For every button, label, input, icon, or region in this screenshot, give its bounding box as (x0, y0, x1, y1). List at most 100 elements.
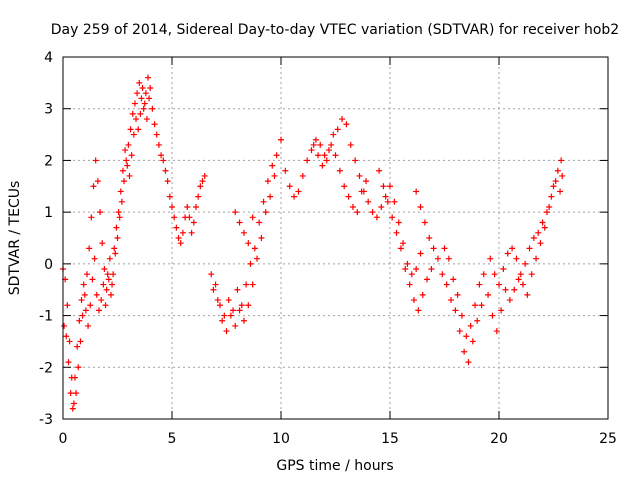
data-point (469, 338, 476, 345)
data-point (339, 116, 346, 123)
data-point (201, 172, 208, 179)
data-point (100, 281, 107, 288)
data-point (517, 271, 524, 278)
data-point (136, 79, 143, 86)
data-point (171, 214, 178, 221)
data-point (112, 250, 119, 257)
data-point (441, 245, 448, 252)
data-point (83, 271, 90, 278)
data-point (269, 162, 276, 169)
data-point (243, 281, 250, 288)
data-point (190, 219, 197, 226)
data-point (110, 271, 117, 278)
data-point (552, 178, 559, 185)
data-point (387, 183, 393, 190)
data-point (413, 188, 420, 195)
data-point (175, 235, 182, 241)
data-point (522, 260, 529, 267)
data-point (134, 90, 141, 97)
data-point (456, 328, 463, 335)
data-point (511, 286, 518, 293)
data-point (491, 271, 498, 278)
data-point (445, 255, 452, 262)
data-point (122, 147, 129, 154)
data-point (428, 266, 435, 273)
data-point (74, 343, 81, 350)
data-point (515, 276, 522, 283)
data-point (546, 203, 553, 210)
data-point (240, 317, 247, 324)
data-point (354, 209, 361, 216)
data-point (177, 240, 184, 247)
data-point (478, 302, 485, 309)
grid (63, 57, 608, 419)
data-point (111, 245, 118, 252)
data-point (138, 95, 145, 102)
data-point (147, 85, 154, 92)
data-point (528, 271, 535, 278)
data-point (249, 214, 256, 221)
data-point (454, 291, 461, 298)
data-point (125, 141, 132, 148)
x-tick-label: 10 (272, 431, 290, 447)
data-point (104, 271, 111, 278)
axis-ticks: 0 5 10 15 20 25 -3 -2 -1 0 1 2 3 4 (39, 50, 617, 447)
data-point (282, 167, 289, 174)
data-point (373, 214, 380, 221)
data-point (426, 235, 433, 241)
data-point (476, 281, 483, 288)
data-point (236, 219, 243, 226)
data-point (554, 167, 561, 174)
data-point (291, 193, 298, 200)
data-point (66, 338, 73, 345)
data-point (500, 266, 507, 273)
data-point (232, 209, 239, 216)
data-point (461, 348, 468, 355)
data-point (188, 229, 195, 236)
data-point (192, 203, 199, 210)
data-point (141, 100, 148, 107)
data-point (184, 203, 191, 210)
data-point (90, 183, 97, 190)
data-point (485, 291, 492, 298)
data-point (89, 276, 96, 283)
data-point (352, 157, 359, 164)
chart-title: Day 259 of 2014, Sidereal Day-to-day VTE… (51, 22, 619, 38)
data-point (323, 157, 330, 164)
data-point (319, 162, 326, 169)
data-point (533, 255, 540, 262)
data-point (548, 193, 555, 200)
data-point (356, 172, 363, 179)
data-point (550, 183, 557, 190)
data-point (79, 312, 86, 319)
data-point (126, 172, 133, 179)
data-point (70, 400, 77, 407)
data-point (286, 183, 293, 190)
data-point (142, 90, 149, 97)
data-point (117, 188, 124, 195)
data-point (496, 281, 502, 288)
data-point (107, 291, 114, 298)
data-point (151, 121, 158, 128)
data-point (341, 183, 348, 190)
data-point (123, 157, 130, 164)
data-point (502, 286, 509, 293)
data-point (526, 245, 533, 252)
data-point (143, 116, 150, 123)
data-point (114, 235, 121, 241)
data-point (146, 95, 153, 102)
data-point (458, 312, 465, 319)
data-point (417, 203, 424, 210)
data-point (153, 131, 160, 138)
plot-frame (62, 56, 609, 420)
data-point (240, 229, 247, 236)
data-point (509, 245, 516, 252)
x-axis-label: GPS time / hours (276, 458, 393, 474)
data-point (317, 141, 324, 148)
data-point (273, 152, 280, 159)
data-point (87, 302, 94, 309)
data-point (155, 141, 162, 148)
data-point (404, 260, 411, 267)
data-point (321, 152, 328, 159)
